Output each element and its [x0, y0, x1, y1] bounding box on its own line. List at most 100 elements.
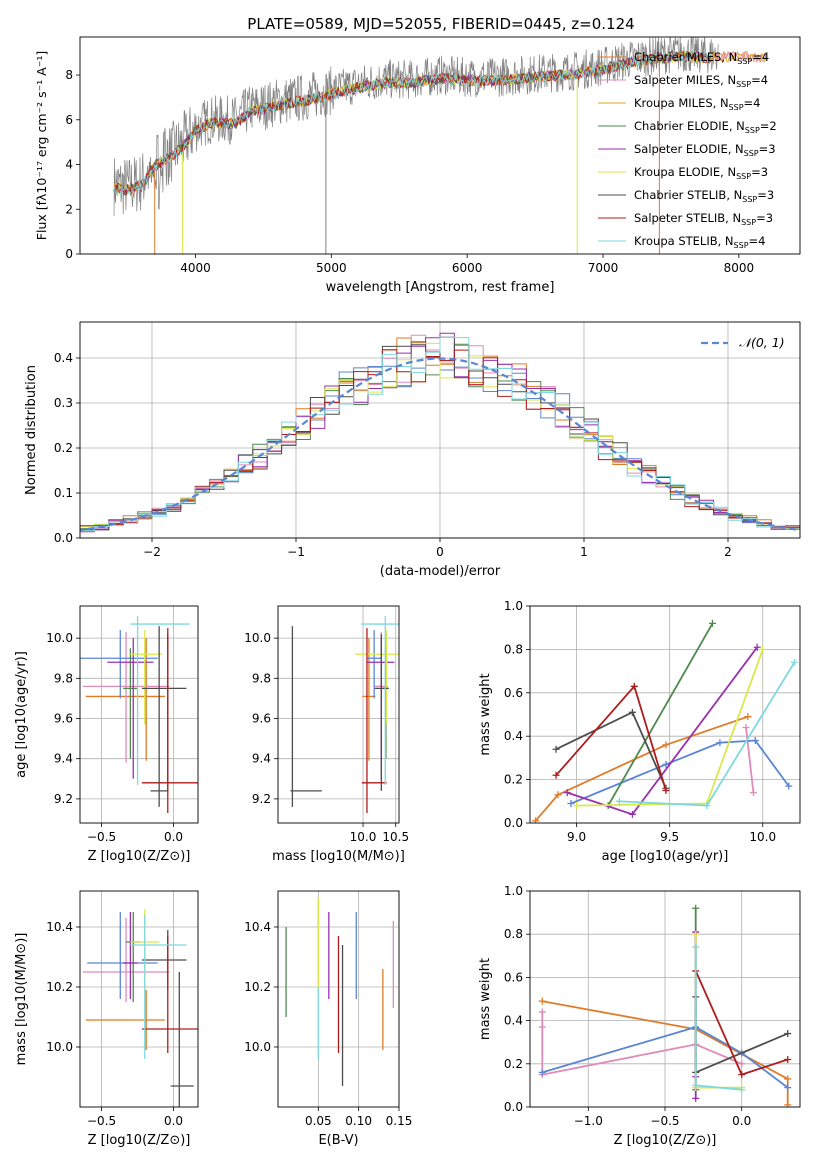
series-marker	[615, 797, 623, 805]
x-tick-label: 5000	[316, 261, 347, 275]
x-tick-label: −1	[287, 545, 305, 559]
series-line	[619, 661, 796, 807]
y-tick-label: 0.2	[504, 1057, 523, 1071]
y-tick-label: 10.2	[244, 980, 271, 994]
series-marker	[662, 760, 670, 768]
series-marker	[692, 930, 700, 938]
x-tick-label: 0.0	[164, 830, 183, 844]
figure-title: PLATE=0589, MJD=52055, FIBERID=0445, z=0…	[247, 15, 634, 33]
y-tick-label: 9.6	[54, 712, 73, 726]
series-line	[607, 622, 714, 807]
x-tick-label: 1	[580, 545, 588, 559]
weight_vs_Z-x-axis-label: Z [log10(Z/Z⊙)]	[614, 1133, 717, 1148]
series-line	[555, 711, 667, 789]
series-marker	[538, 1008, 546, 1016]
y-tick-label: 9.2	[54, 792, 73, 806]
series-marker	[532, 817, 540, 823]
x-tick-label: 0.15	[386, 1114, 413, 1128]
series-marker	[692, 943, 700, 951]
model-line-kroupa_stelib	[113, 50, 713, 195]
plot-layer: 4000 5000 6000 7000 8000 0 2 4 6 8 Chabrier MILES,…	[14, 36, 801, 1148]
series-marker	[784, 1084, 792, 1092]
x-tick-label: 7000	[588, 261, 619, 275]
x-tick-label: 10.0	[350, 830, 377, 844]
age_vs_mass-frame	[277, 605, 400, 824]
age_vs_Z-frame	[79, 605, 199, 824]
y-tick-label: 0.6	[504, 970, 523, 984]
series-marker	[716, 739, 724, 747]
series-marker	[554, 791, 562, 799]
y-tick-label: 10.0	[46, 1040, 73, 1054]
y-tick-label: 9.8	[54, 671, 73, 685]
age_vs_Z-errorbars	[80, 616, 198, 813]
legend-entry: Kroupa MILES, NSSP=4	[634, 96, 760, 112]
mass_vs_EBV-errorbars	[285, 897, 395, 1086]
x-tick-label: 0	[436, 545, 444, 559]
mass_vs_Z-x-axis-label: Z [log10(Z/Z⊙)]	[88, 1133, 191, 1148]
series-marker	[552, 771, 560, 779]
y-tick-label: 10.0	[46, 631, 73, 645]
series-marker	[628, 708, 636, 716]
series-line	[534, 715, 749, 822]
y-tick-label: 9.4	[54, 752, 73, 766]
y-tick-label: 0.4	[54, 351, 73, 365]
age_vs_Z-x-axis-label: Z [log10(Z/Z⊙)]	[88, 849, 191, 864]
weight_vs_age-axes: 9.0 9.5 10.0 0.0 0.2 0.4 0.6 0.8 1.0	[504, 599, 800, 844]
y-tick-label: 9.6	[252, 712, 271, 726]
weight_vs_Z-frame	[529, 890, 801, 1108]
weight_vs_Z-series	[538, 904, 792, 1107]
y-tick-label: 9.4	[252, 752, 271, 766]
legend-entry: Salpeter MILES, NSSP=4	[634, 73, 768, 89]
series-marker	[738, 1086, 746, 1094]
series-marker	[538, 1023, 546, 1031]
mass_vs_Z-errorbars	[82, 909, 198, 1107]
y-tick-label: 0	[65, 247, 73, 261]
series-marker	[744, 713, 752, 721]
x-tick-label: −0.5	[87, 830, 116, 844]
x-tick-label: 0.0	[164, 1114, 183, 1128]
series-marker	[753, 643, 761, 651]
histogram-step	[80, 336, 800, 535]
series-marker	[751, 737, 759, 745]
weight_vs_age-y-axis-label: mass weight	[478, 673, 493, 755]
x-tick-label: −2	[143, 545, 161, 559]
spectrum-lines	[113, 37, 767, 254]
y-tick-label: 10.4	[46, 920, 73, 934]
series-marker	[790, 658, 798, 666]
x-tick-label: 9.0	[567, 830, 586, 844]
y-tick-label: 0.8	[504, 927, 523, 941]
mass_vs_Z-frame	[79, 890, 199, 1108]
y-tick-label: 0.0	[504, 816, 523, 830]
legend-entry: 𝒩(0, 1)	[739, 335, 785, 350]
spectrum-x-axis-label: wavelength [Angstrom, rest frame]	[326, 280, 555, 295]
legend-entry: Salpeter ELODIE, NSSP=3	[634, 142, 776, 158]
y-tick-label: 0.0	[54, 531, 73, 545]
series-marker	[552, 745, 560, 753]
x-tick-label: 0.05	[305, 1114, 332, 1128]
age_vs_mass-x-axis-label: mass [log10(M/M⊙)]	[272, 849, 405, 864]
y-tick-label: 9.2	[252, 792, 271, 806]
y-tick-label: 8	[65, 68, 73, 82]
residual-histograms	[80, 332, 800, 536]
legend-entry: Chabrier MILES, NSSP=4	[634, 50, 769, 66]
y-tick-label: 0.2	[54, 441, 73, 455]
x-tick-label: 2	[724, 545, 732, 559]
weight_vs_Z-axes: −1.0 −0.5 0.0 0.0 0.2 0.4 0.6 0.8 1.0	[504, 884, 800, 1128]
spectrum-y-axis-label: Flux [fλ10⁻¹⁷ erg cm⁻² s⁻¹ A⁻¹]	[34, 51, 49, 240]
series-marker	[692, 1094, 700, 1102]
series-marker	[784, 1101, 792, 1107]
y-tick-label: 0.6	[504, 686, 523, 700]
x-tick-label: 0.0	[732, 1114, 751, 1128]
series-marker	[784, 1055, 792, 1063]
x-tick-label: −1.0	[574, 1114, 603, 1128]
series-marker	[538, 1068, 546, 1076]
x-tick-label: −0.5	[650, 1114, 679, 1128]
series-marker	[573, 802, 581, 810]
series-marker	[662, 786, 670, 794]
y-tick-label: 1.0	[504, 884, 523, 898]
x-tick-label: 10.5	[382, 830, 409, 844]
series-marker	[662, 741, 670, 749]
series-marker	[784, 1030, 792, 1038]
series-marker	[742, 724, 750, 732]
